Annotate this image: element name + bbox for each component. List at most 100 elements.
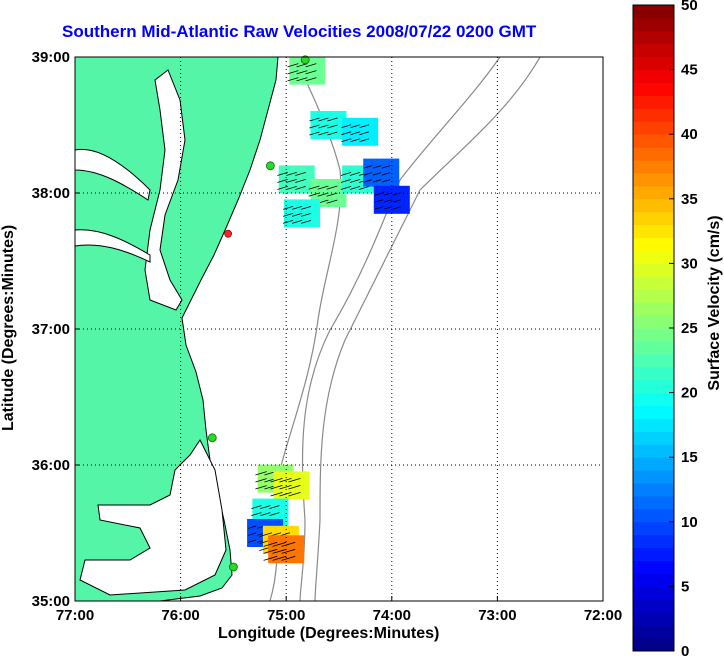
velocity-vector [326, 199, 338, 204]
velocity-vector [326, 192, 338, 197]
velocity-vector [393, 206, 401, 210]
velocity-vector [305, 70, 317, 75]
velocity-vector [270, 492, 283, 497]
colorbar-segment [633, 147, 674, 161]
velocity-vector [372, 172, 382, 176]
colorbar-segment [633, 224, 674, 239]
colorbar-segment [633, 302, 674, 316]
chart-title: Southern Mid-Atlantic Raw Velocities 200… [62, 22, 537, 41]
velocity-vector [305, 63, 317, 68]
colorbar-tick-label: 0 [681, 643, 689, 659]
velocity-vector [384, 206, 392, 210]
velocity-vector [291, 213, 303, 217]
velocity-vector [349, 172, 361, 176]
velocity-vector [341, 138, 352, 143]
velocity-vector [296, 70, 308, 75]
colorbar-segment [633, 315, 674, 329]
velocity-vector [372, 179, 382, 183]
velocity-vector [384, 199, 392, 203]
velocity-vector [381, 165, 391, 169]
colorbar-segment [633, 431, 674, 445]
velocity-vector [288, 492, 301, 497]
velocity-vector [270, 485, 283, 490]
velocity-vector [282, 213, 294, 217]
velocity-vector [272, 548, 287, 554]
colorbar-tick-label: 30 [681, 255, 698, 272]
velocity-vector [381, 172, 391, 176]
velocity-vector [269, 505, 280, 509]
colorbar-segment [633, 392, 674, 407]
colorbar-tick-label: 35 [681, 191, 698, 208]
velocity-vector [300, 220, 312, 224]
velocity-vector [359, 124, 370, 129]
colorbar-segment [633, 211, 674, 226]
colorbar-tick-label: 15 [681, 449, 698, 466]
velocity-vector [272, 555, 287, 561]
velocity-vector [309, 131, 320, 136]
colorbar-segment [633, 470, 674, 484]
colorbar-segment [633, 276, 674, 290]
velocity-vector [308, 192, 320, 197]
velocity-vector [327, 117, 338, 122]
y-tick-label: 35:00 [32, 593, 70, 610]
x-tick-label: 75:00 [267, 607, 305, 624]
site-marker [224, 229, 233, 238]
colorbar-tick-label: 20 [681, 385, 698, 402]
colorbar-segment [633, 121, 674, 135]
colorbar-segment [633, 134, 674, 148]
velocity-vector [359, 131, 370, 136]
velocity-vector [309, 117, 320, 122]
velocity-vector [393, 199, 401, 203]
velocity-vector [286, 186, 297, 190]
colorbar-segment [633, 250, 674, 264]
colorbar-segment [633, 353, 674, 368]
colorbar-segment [633, 508, 674, 523]
velocity-vector [277, 186, 288, 190]
colorbar-segment [633, 237, 674, 251]
colorbar-segment [633, 586, 674, 600]
colorbar-segment [633, 379, 674, 394]
colorbar-segment [633, 328, 674, 342]
velocity-vector [305, 77, 317, 82]
colorbar-segment [633, 547, 674, 562]
x-tick-label: 74:00 [373, 607, 411, 624]
velocity-vector [295, 179, 306, 183]
velocity-vector [363, 165, 373, 169]
colorbar-segment [633, 289, 674, 303]
velocity-vector [260, 505, 271, 509]
colorbar-segment [633, 366, 674, 381]
colorbar-segment [633, 444, 674, 458]
colorbar-segment [633, 17, 674, 32]
colorbar-tick-label: 40 [681, 126, 698, 143]
velocity-vector [282, 220, 294, 224]
colorbar-tick-label: 50 [681, 0, 698, 14]
velocity-vector [281, 555, 296, 561]
velocity-vector [247, 539, 257, 543]
velocity-vector [375, 199, 383, 203]
velocity-vector [375, 206, 383, 210]
velocity-vector [327, 124, 338, 129]
colorbar-segment [633, 108, 674, 122]
colorbar-segment [633, 573, 674, 587]
bathymetry-contour [299, 56, 501, 602]
y-tick-label: 38:00 [32, 185, 70, 202]
velocity-vector [251, 512, 262, 516]
velocity-vector [288, 485, 301, 490]
x-tick-label: 72:00 [584, 607, 622, 624]
colorbar-segment [633, 405, 674, 419]
velocity-vector [341, 131, 352, 136]
velocity-vector [358, 186, 370, 190]
colorbar-segment [633, 95, 674, 109]
bathymetry-contour [314, 56, 541, 602]
velocity-vector [255, 485, 267, 490]
colorbar-segment [633, 263, 674, 277]
station-marker [300, 55, 310, 65]
velocity-vector [309, 124, 320, 129]
velocity-vector [287, 77, 299, 82]
colorbar-segment [633, 521, 674, 536]
velocity-vector [247, 532, 257, 536]
potomac-river [74, 148, 151, 201]
velocity-vector [318, 117, 329, 122]
colorbar-segment [633, 340, 674, 355]
